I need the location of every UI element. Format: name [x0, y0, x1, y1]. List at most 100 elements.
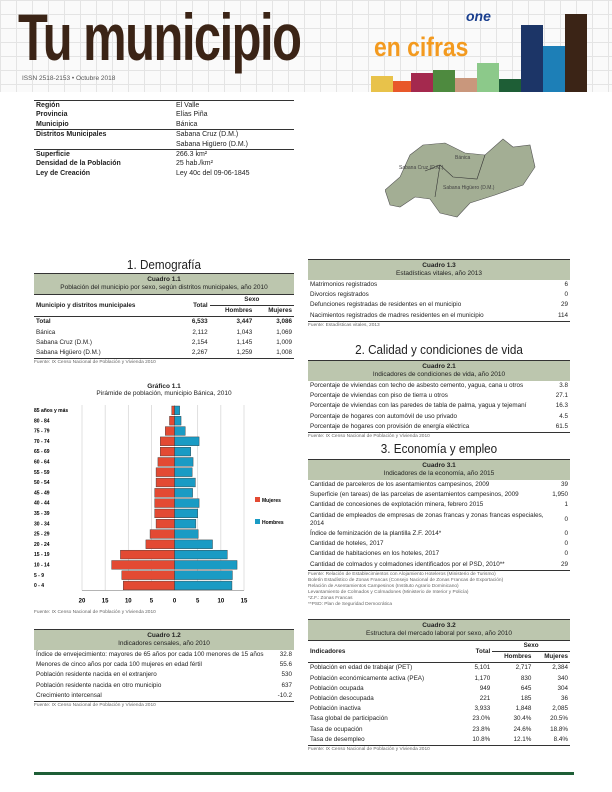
x-tick-label: 5 — [196, 598, 200, 604]
table-note: Fuente: Relación de Establecimientos con… — [308, 571, 496, 577]
table-row: Total 6,533 3,447 3,086 — [34, 317, 294, 328]
table-row: Población residente nacida en otro munic… — [34, 681, 294, 691]
bar-mujeres — [155, 477, 175, 488]
row-value: 61.5 — [555, 422, 568, 430]
bar-mujeres — [157, 457, 175, 467]
row-value: 2,112 — [192, 328, 208, 336]
table-row: Crecimiento intercensal -10.2 — [34, 691, 294, 702]
table-note: Relación de Asentamientos Campesinos (In… — [308, 583, 459, 589]
row-label: Índice de feminización de la plantilla Z… — [310, 530, 442, 538]
table-row: Índice de envejecimiento: mayores de 65 … — [34, 650, 294, 660]
row-value: 1,950 — [552, 491, 568, 499]
info-value: 25 hab./km² — [176, 160, 213, 168]
table-number: Cuadro 1.1 — [147, 276, 181, 283]
row-value: 3,447 — [236, 318, 253, 326]
row-value: 27.1 — [555, 392, 568, 400]
row-value: 221 — [479, 695, 491, 703]
y-tick-label: 80 - 84 — [34, 418, 50, 424]
table-caption: Cuadro 1.1 Población del municipio por se… — [34, 273, 294, 294]
bar-mujeres — [169, 416, 175, 426]
y-tick-label: 60 - 64 — [34, 460, 50, 466]
bar-hombres — [174, 447, 191, 457]
row-value: 185 — [520, 695, 532, 703]
legend-swatch — [255, 519, 260, 524]
row-value: 8.4% — [553, 735, 568, 743]
cuadro-3-1: Cuadro 3.1 Indicadores de la economía, añ… — [308, 459, 570, 607]
table-row: Divorcios registrados 0 — [308, 290, 570, 300]
table-number: Cuadro 2.1 — [422, 363, 456, 370]
data-table: Porcentaje de viviendas con techo de asb… — [308, 381, 570, 434]
table-source: Fuente: IX Censo Nacional de Población y… — [34, 360, 156, 366]
info-value: Sabana Higüero (D.M.) — [176, 140, 248, 148]
x-tick-label: 10 — [125, 598, 132, 604]
row-value: 2,154 — [191, 338, 208, 346]
table-source: Fuente: IX Censo Nacional de Población y… — [308, 747, 430, 753]
table-caption: Cuadro 2.1 Indicadores de condiciones de … — [308, 360, 570, 381]
row-label: Porcentaje de hogares con provisión de e… — [310, 422, 470, 430]
map-label-sabana-cruz: Sabana Cruz (D.M.) — [399, 165, 444, 171]
table-note: **PSD: Plan de Seguridad Democrática — [308, 601, 392, 607]
header-label: Indicadores — [310, 647, 346, 655]
row-value: 39 — [560, 481, 568, 488]
info-value: Ley 40c del 09-06-1845 — [176, 169, 250, 177]
section-demografia: 1. Demografía — [126, 257, 202, 272]
y-tick-label: 30 - 34 — [34, 521, 50, 527]
bar-mujeres — [145, 539, 175, 549]
table-row: Población desocupada 221 185 36 — [308, 694, 570, 704]
map-shape — [385, 138, 536, 218]
table-row: Bánica 2,112 1,043 1,069 — [34, 328, 294, 338]
header-mujeres: Mujeres — [544, 653, 568, 661]
row-label: Población económicamente activa (PEA) — [310, 674, 425, 682]
row-value: 55.6 — [279, 661, 292, 669]
info-row: Sabana Higüero (D.M.) — [34, 140, 294, 150]
table-row: Tasa de ocupación 23.8% 24.6% 18.8% — [308, 725, 570, 735]
table-row: Población residente nacida en el extranj… — [34, 670, 294, 680]
row-label: Cantidad de hoteles, 2017 — [310, 540, 384, 548]
table-caption: Cuadro 3.1 Indicadores de la economía, añ… — [308, 459, 570, 480]
info-label — [34, 140, 174, 150]
row-value: 18.8% — [550, 725, 568, 733]
bar-mujeres — [149, 529, 175, 539]
row-label: Cantidad de empleados de empresas de zon… — [310, 511, 544, 527]
map-label-sabana-higuero: Sabana Higüero (D.M.) — [443, 185, 495, 191]
y-tick-label: 5 - 9 — [34, 573, 44, 579]
x-tick-label: 20 — [79, 598, 86, 604]
bar-hombres — [174, 570, 233, 580]
row-value: 12.1% — [513, 735, 532, 743]
row-value: 1,043 — [236, 328, 253, 336]
row-value: 3,086 — [276, 318, 292, 326]
x-tick-label: 10 — [218, 598, 225, 604]
row-label: Tasa de ocupación — [310, 725, 363, 733]
data-table: Indicadores Total Sexo Hombres Mujeres Poblac… — [308, 640, 570, 747]
y-tick-label: 85 años y más — [34, 408, 68, 414]
map-borders — [424, 154, 486, 198]
row-value: 32.8 — [279, 651, 292, 658]
info-row: Municipio Bánica — [34, 120, 294, 130]
map-label-banica: Bánica — [455, 155, 471, 161]
info-label: Densidad de la Población — [36, 160, 121, 168]
bar-hombres — [174, 457, 194, 467]
table-note: *Z.F.: Zonas Francas — [308, 595, 353, 601]
bar-mujeres — [111, 560, 175, 570]
info-row: Región El Valle — [34, 101, 294, 111]
data-table: Matrimonios registrados 6 Divorcios regist… — [308, 280, 570, 322]
row-value: 949 — [479, 684, 491, 692]
row-value: 0 — [564, 515, 568, 523]
info-value: Elías Piña — [176, 111, 208, 119]
header-hombres: Hombres — [504, 653, 532, 661]
row-label: Población residente nacida en otro munic… — [36, 681, 162, 689]
table-number: Cuadro 1.2 — [147, 632, 181, 639]
legend-label: Hombres — [262, 520, 284, 526]
row-value: 1,008 — [276, 349, 292, 357]
cuadro-1-2: Cuadro 1.2 Indicadores censales, año 2010… — [34, 629, 294, 708]
row-value: 2,384 — [552, 664, 568, 672]
header-mujeres: Mujeres — [268, 307, 292, 315]
header: Tu municipio en cifras ISSN 2518-2153 • … — [0, 0, 612, 92]
bar-hombres — [174, 580, 233, 591]
x-tick-label: 0 — [173, 598, 177, 604]
bar-hombres — [174, 416, 182, 426]
cuadro-1-1: Cuadro 1.1 Población del municipio por se… — [34, 273, 294, 365]
row-label: Índice de envejecimiento: mayores de 65 … — [36, 651, 264, 658]
decorative-bar — [477, 63, 499, 92]
table-row: Sabana Higüero (D.M.) 2,267 1,259 1,008 — [34, 348, 294, 359]
